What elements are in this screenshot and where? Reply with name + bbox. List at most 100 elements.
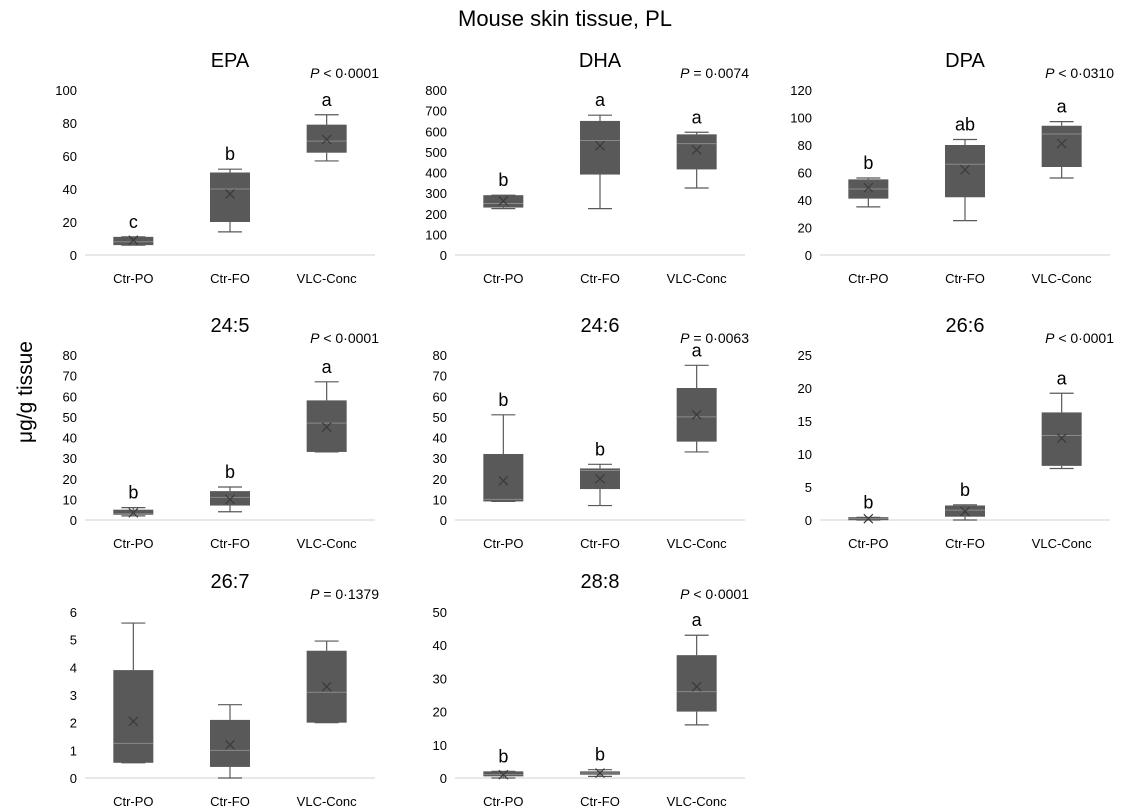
chart-4-y-tick-label: 0 [440,513,447,528]
chart-2-significance-letter: b [863,153,873,173]
chart-3-significance-letter: b [225,462,235,482]
chart-2-y-tick-label: 20 [798,221,812,236]
chart-1-y-tick-label: 600 [425,124,447,139]
chart-2-x-tick-label: VLC-Conc [1032,271,1092,286]
chart-4-box [483,454,524,502]
chart-1-y-tick-label: 300 [425,186,447,201]
chart-1-x-tick-label: VLC-Conc [667,271,727,286]
chart-4-y-tick-label: 40 [433,431,447,446]
chart-6-y-tick-label: 1 [70,743,77,758]
chart-3-y-tick-label: 60 [63,389,77,404]
chart-6-x-tick-label: Ctr-FO [210,794,250,809]
chart-5-mean-marker [863,513,874,524]
chart-1-mean-marker [595,140,605,151]
chart-1-mean-marker [498,196,509,206]
chart-1-y-tick-label: 500 [425,145,447,160]
chart-4-mean-marker [691,409,702,420]
chart-5-y-tick-label: 10 [798,447,812,462]
chart-6-box [210,719,250,767]
chart-5-x-tick-label: VLC-Conc [1032,536,1092,551]
chart-5-significance-letter: a [1057,368,1068,388]
chart-1-significance-letter: b [498,170,508,190]
chart-0-y-tick-label: 40 [63,182,77,197]
chart-4-y-tick-label: 30 [433,451,447,466]
chart-2-p-value: P < 0·0310 [1045,65,1114,81]
chart-7-mean-marker [595,768,605,778]
chart-2-y-tick-label: 120 [790,83,812,98]
chart-3-y-tick-label: 30 [63,451,77,466]
chart-3-y-tick-label: 50 [63,410,77,425]
chart-5-x-tick-label: Ctr-FO [945,536,985,551]
chart-0-significance-letter: a [322,90,333,110]
chart-6-y-tick-label: 4 [70,660,77,675]
chart-6-box [113,670,154,763]
chart-0-y-tick-label: 60 [63,149,77,164]
chart-1-y-tick-label: 0 [440,248,447,263]
chart-2-significance-letter: a [1057,97,1068,117]
chart-dpa: DPA P < 0·0310 0 20 40 60 80 100 120 Ctr-PO b Ctr-F… [790,50,1114,286]
chart-2-y-tick-label: 100 [790,111,812,126]
chart-4-title: 24:6 [581,315,620,337]
chart-4-x-tick-label: Ctr-PO [483,536,523,551]
chart-0-significance-letter: c [129,212,138,232]
chart-2-x-tick-label: Ctr-FO [945,271,985,286]
chart-4-mean-marker [595,473,605,484]
chart-5-y-tick-label: 5 [805,480,812,495]
chart-7-y-tick-label: 0 [440,771,447,786]
chart-6-p-value: P = 0·1379 [310,586,379,602]
chart-0-x-tick-label: VLC-Conc [297,271,357,286]
chart-1-mean-marker [691,144,702,155]
chart-3-p-value: P < 0·0001 [310,330,379,346]
chart-1-x-tick-label: Ctr-PO [483,271,523,286]
chart-6-mean-marker [225,739,235,750]
chart-0-mean-marker [128,235,139,246]
chart-5-y-tick-label: 15 [798,414,812,429]
chart-2-title: DPA [945,50,985,72]
chart-4-y-tick-label: 20 [433,472,447,487]
chart-3-significance-letter: b [128,483,138,503]
chart-6-y-tick-label: 5 [70,633,77,648]
chart-5-y-tick-label: 0 [805,513,812,528]
chart-2-y-tick-label: 0 [805,248,812,263]
chart-2-box [945,145,985,198]
chart-0-y-tick-label: 80 [63,116,77,131]
chart-6-y-tick-label: 6 [70,605,77,620]
chart-0-x-tick-label: Ctr-PO [113,271,153,286]
chart-4-p-value: P = 0·0063 [680,330,749,346]
chart-4-mean-marker [498,475,509,486]
chart-dha: DHA P = 0·0074 0 100 200 300 400 500 600 700 800 Ct… [425,50,749,286]
chart-1-box [580,120,620,175]
chart-5-mean-marker [1056,433,1067,444]
chart-7-y-tick-label: 50 [433,605,447,620]
chart-6-mean-marker [321,681,332,692]
chart-0-mean-marker [321,134,332,145]
chart-2-mean-marker [960,164,970,175]
chart-6-x-tick-label: Ctr-PO [113,794,153,809]
chart-7-title: 28:8 [581,571,620,593]
chart-1-significance-letter: a [595,90,606,110]
chart-7-y-tick-label: 10 [433,738,447,753]
chart-3-y-tick-label: 70 [63,369,77,384]
figure-title: Mouse skin tissue, PL [458,6,672,31]
chart-7-mean-marker [691,681,702,692]
chart-4-significance-letter: b [595,439,605,459]
chart-4-x-tick-label: VLC-Conc [667,536,727,551]
chart-3-x-tick-label: Ctr-FO [210,536,250,551]
chart-2-x-tick-label: Ctr-PO [848,271,888,286]
chart-6-title: 26:7 [211,571,250,593]
chart-6-x-tick-label: VLC-Conc [297,794,357,809]
chart-4-y-tick-label: 80 [433,348,447,363]
chart-7-box [676,655,717,712]
chart-1-y-tick-label: 200 [425,207,447,222]
chart-6-y-tick-label: 3 [70,688,77,703]
chart-5-significance-letter: b [960,480,970,500]
chart-2-y-tick-label: 60 [798,166,812,181]
chart-0-y-tick-label: 100 [55,83,77,98]
chart-7-y-tick-label: 40 [433,638,447,653]
chart-0-significance-letter: b [225,144,235,164]
chart-3-box [306,400,347,452]
chart-5-p-value: P < 0·0001 [1045,330,1114,346]
chart-4-significance-letter: b [498,390,508,410]
chart-1-title: DHA [579,50,622,72]
chart-7-x-tick-label: VLC-Conc [667,794,727,809]
